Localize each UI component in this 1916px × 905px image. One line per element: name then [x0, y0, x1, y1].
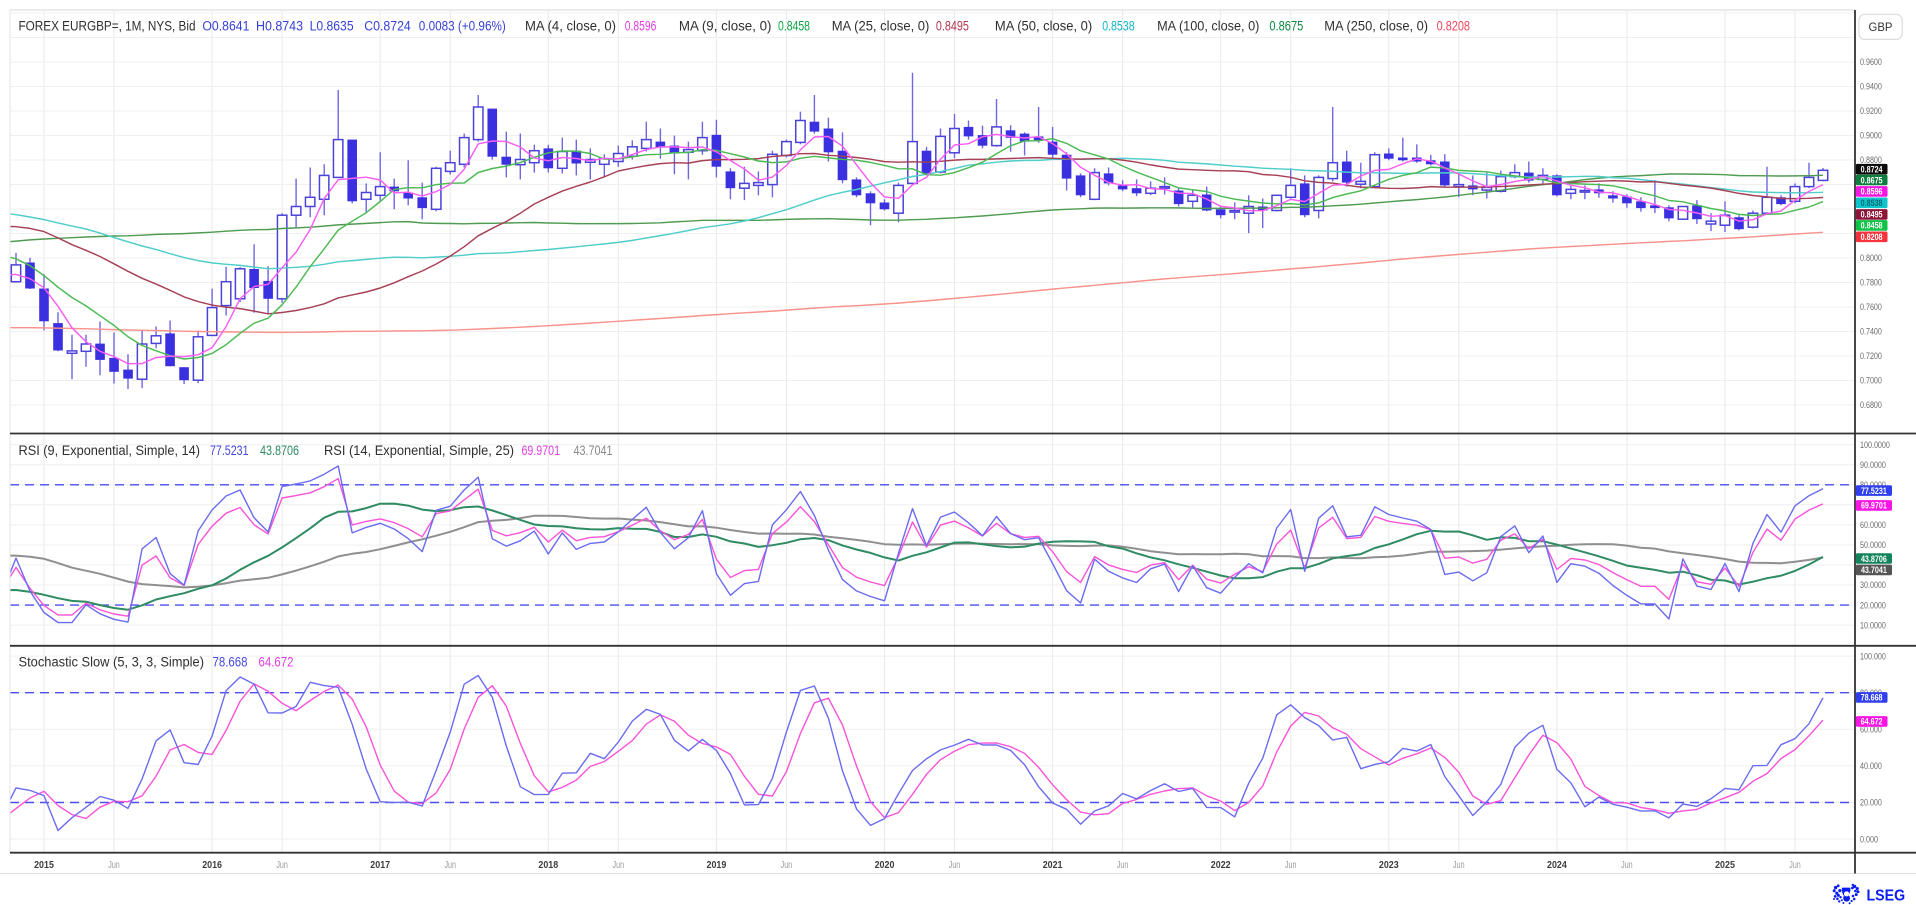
- svg-text:Jun: Jun: [949, 860, 961, 871]
- svg-text:0.8724: 0.8724: [1861, 165, 1883, 175]
- svg-text:60.0000: 60.0000: [1860, 520, 1886, 530]
- svg-text:78.668: 78.668: [213, 655, 248, 670]
- svg-text:43.8706: 43.8706: [260, 443, 299, 458]
- svg-text:64.672: 64.672: [1861, 717, 1883, 727]
- svg-text:0.8596: 0.8596: [625, 19, 657, 34]
- svg-text:60.000: 60.000: [1860, 725, 1882, 735]
- svg-text:78.668: 78.668: [1861, 693, 1883, 703]
- svg-text:0.7200: 0.7200: [1860, 351, 1882, 361]
- svg-text:20.000: 20.000: [1860, 798, 1882, 808]
- svg-text:O0.8641: O0.8641: [202, 19, 249, 34]
- svg-text:0.6800: 0.6800: [1860, 400, 1882, 410]
- svg-text:2022: 2022: [1211, 860, 1231, 871]
- svg-text:MA (9, close, 0): MA (9, close, 0): [679, 19, 772, 34]
- svg-text:0.7000: 0.7000: [1860, 376, 1882, 386]
- svg-text:0.000: 0.000: [1860, 834, 1878, 844]
- svg-text:2018: 2018: [538, 860, 558, 871]
- svg-text:40.000: 40.000: [1860, 761, 1882, 771]
- svg-text:Stochastic Slow (5, 3, 3, Simp: Stochastic Slow (5, 3, 3, Simple): [19, 655, 205, 670]
- svg-text:0.9600: 0.9600: [1860, 57, 1882, 67]
- svg-text:0.9000: 0.9000: [1860, 131, 1882, 141]
- svg-text:Jun: Jun: [1285, 860, 1297, 871]
- svg-text:0.8538: 0.8538: [1102, 19, 1134, 34]
- svg-text:MA (50, close, 0): MA (50, close, 0): [995, 19, 1092, 34]
- svg-text:0.8208: 0.8208: [1861, 232, 1883, 242]
- svg-text:0.8495: 0.8495: [936, 19, 969, 34]
- svg-text:69.9701: 69.9701: [1861, 501, 1887, 511]
- svg-text:GBP: GBP: [1869, 22, 1893, 34]
- svg-text:Jun: Jun: [276, 860, 288, 871]
- svg-text:Jun: Jun: [1453, 860, 1465, 871]
- svg-text:LSEG: LSEG: [1867, 888, 1906, 905]
- svg-text:0.8208: 0.8208: [1437, 19, 1470, 34]
- svg-text:MA (100, close, 0): MA (100, close, 0): [1157, 19, 1259, 34]
- svg-text:43.7041: 43.7041: [574, 443, 613, 458]
- svg-text:0.8458: 0.8458: [778, 19, 810, 34]
- svg-text:Jun: Jun: [613, 860, 625, 871]
- svg-text:2021: 2021: [1043, 860, 1063, 871]
- svg-text:0.9200: 0.9200: [1860, 106, 1882, 116]
- svg-text:10.0000: 10.0000: [1860, 620, 1886, 630]
- svg-text:Jun: Jun: [1117, 860, 1129, 871]
- svg-text:2019: 2019: [707, 860, 727, 871]
- svg-text:100.000: 100.000: [1860, 651, 1886, 661]
- svg-text:0.0083 (+0.96%): 0.0083 (+0.96%): [419, 19, 506, 34]
- svg-text:50.0000: 50.0000: [1860, 540, 1886, 550]
- svg-text:2024: 2024: [1547, 860, 1567, 871]
- svg-text:L0.8635: L0.8635: [310, 19, 354, 34]
- svg-text:RSI (14, Exponential, Simple,: RSI (14, Exponential, Simple, 25): [324, 443, 514, 458]
- svg-text:69.9701: 69.9701: [522, 443, 561, 458]
- svg-text:0.9400: 0.9400: [1860, 82, 1882, 92]
- svg-text:2015: 2015: [34, 860, 54, 871]
- svg-text:0.8458: 0.8458: [1861, 221, 1883, 231]
- svg-text:2025: 2025: [1715, 860, 1735, 871]
- svg-text:2020: 2020: [875, 860, 895, 871]
- svg-text:Jun: Jun: [781, 860, 793, 871]
- svg-text:43.7041: 43.7041: [1861, 565, 1887, 575]
- svg-text:0.8675: 0.8675: [1861, 175, 1883, 185]
- svg-text:0.8000: 0.8000: [1860, 253, 1882, 263]
- svg-text:0.8675: 0.8675: [1269, 19, 1303, 34]
- svg-text:FOREX EURGBP=, 1M, NYS, Bid: FOREX EURGBP=, 1M, NYS, Bid: [19, 19, 196, 34]
- svg-text:20.0000: 20.0000: [1860, 600, 1886, 610]
- svg-text:30.0000: 30.0000: [1860, 580, 1886, 590]
- svg-text:Jun: Jun: [108, 860, 120, 871]
- svg-text:2023: 2023: [1379, 860, 1399, 871]
- svg-text:Jun: Jun: [1789, 860, 1801, 871]
- svg-text:RSI (9, Exponential, Simple, 1: RSI (9, Exponential, Simple, 14): [19, 443, 201, 458]
- svg-text:0.7600: 0.7600: [1860, 302, 1882, 312]
- svg-text:Jun: Jun: [1621, 860, 1633, 871]
- svg-text:100.0000: 100.0000: [1860, 440, 1890, 450]
- svg-text:H0.8743: H0.8743: [256, 19, 303, 34]
- svg-text:C0.8724: C0.8724: [364, 19, 411, 34]
- svg-text:0.7400: 0.7400: [1860, 327, 1882, 337]
- svg-text:MA (250, close, 0): MA (250, close, 0): [1324, 19, 1428, 34]
- svg-text:2016: 2016: [202, 860, 222, 871]
- svg-text:90.0000: 90.0000: [1860, 460, 1886, 470]
- svg-text:64.672: 64.672: [259, 655, 294, 670]
- svg-text:0.8538: 0.8538: [1861, 198, 1883, 208]
- svg-text:77.5231: 77.5231: [210, 443, 249, 458]
- svg-text:0.8596: 0.8596: [1861, 187, 1883, 197]
- svg-text:0.8800: 0.8800: [1860, 155, 1882, 165]
- svg-text:MA (25, close, 0): MA (25, close, 0): [832, 19, 930, 34]
- svg-text:43.8706: 43.8706: [1861, 554, 1887, 564]
- svg-text:2017: 2017: [370, 860, 390, 871]
- svg-text:77.5231: 77.5231: [1861, 486, 1887, 496]
- svg-text:80.0000: 80.0000: [1860, 480, 1886, 490]
- svg-text:MA (4, close, 0): MA (4, close, 0): [525, 19, 616, 34]
- svg-text:Jun: Jun: [444, 860, 456, 871]
- svg-text:0.7800: 0.7800: [1860, 278, 1882, 288]
- svg-text:0.8495: 0.8495: [1861, 210, 1883, 220]
